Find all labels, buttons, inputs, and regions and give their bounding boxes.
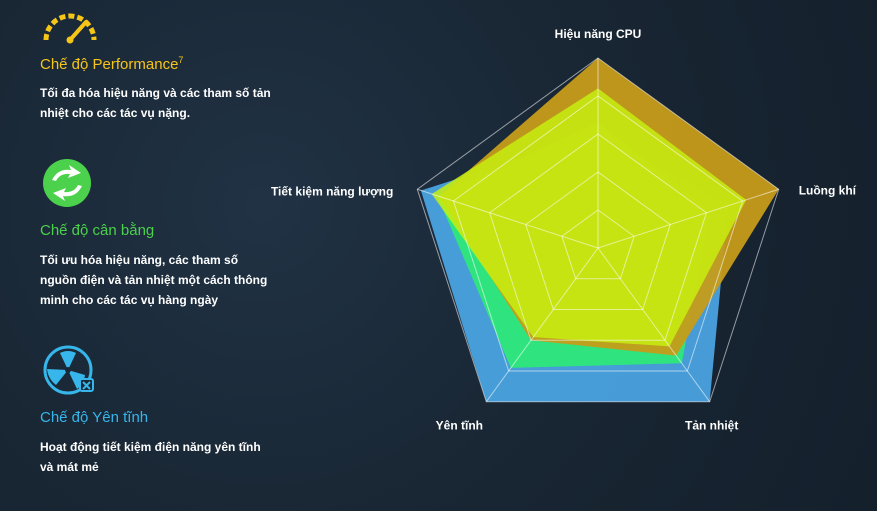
mode-balanced-title: Chế độ cân bằng (40, 222, 155, 239)
radar-spoke-3 (485, 247, 599, 403)
radar-axis-label-4: Tiết kiệm năng lượng (271, 184, 393, 198)
mode-balanced-description: Tối ưu hóa hiệu năng, các tham số nguồn … (40, 253, 268, 307)
radar-axis-label-2: Tản nhiệt (685, 419, 738, 433)
radar-axis-label-0: Hiệu năng CPU (555, 27, 642, 41)
balance-cycle-icon (43, 159, 91, 207)
radar-grid-ring-5 (416, 57, 780, 403)
radar-series-3 (431, 88, 747, 347)
radar-spoke-2 (597, 247, 711, 403)
radar-grid-ring-2 (525, 171, 671, 310)
mode-performance-description: Tối đa hóa hiệu năng và các tham số tản … (40, 86, 271, 120)
mode-silent-title: Chế độ Yên tĩnh (40, 409, 149, 426)
fan-mute-icon (43, 345, 94, 395)
radar-axis-label-1: Luồng khí (799, 183, 857, 197)
mode-performance-title: Chế độ Performance7 (40, 55, 184, 73)
radar-spoke-1 (597, 188, 779, 249)
radar-spoke-4 (417, 188, 599, 249)
mode-silent-description: Hoạt động tiết kiệm điện năng yên tĩnh v… (40, 440, 261, 474)
radar-grid-ring-4 (452, 95, 744, 372)
radar-grid-ring-3 (488, 133, 708, 341)
radar-grid-ring-1 (561, 209, 635, 280)
speedometer-icon (43, 13, 97, 44)
radar-axis-label-3: Yên tĩnh (436, 419, 483, 433)
